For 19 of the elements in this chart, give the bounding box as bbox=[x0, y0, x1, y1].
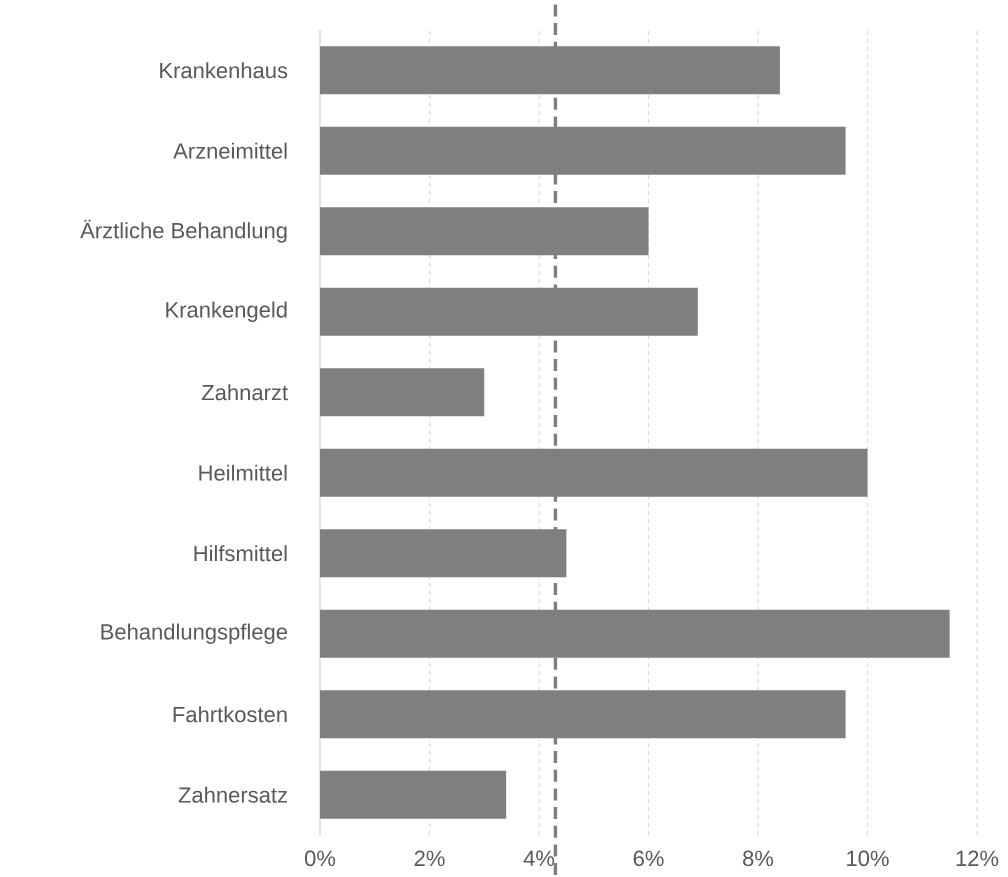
x-tick-label: 6% bbox=[633, 850, 664, 867]
x-tick-label: 10% bbox=[847, 850, 889, 867]
y-tick-label: Arzneimittel bbox=[173, 142, 287, 159]
x-tick-label: 8% bbox=[743, 850, 774, 867]
x-tick-label: 12% bbox=[956, 850, 999, 867]
x-tick-label: 0% bbox=[304, 850, 336, 867]
bar bbox=[320, 368, 485, 417]
y-tick-label: Zahnersatz bbox=[178, 786, 287, 803]
y-tick-label: Ärztliche Behandlung bbox=[80, 219, 287, 243]
bar bbox=[320, 770, 507, 819]
y-tick-label: Fahrtkosten bbox=[173, 706, 287, 723]
y-tick-label: Heilmittel bbox=[199, 464, 287, 481]
y-tick-label: Behandlungspflege bbox=[101, 623, 288, 644]
y-tick-label: Hilfsmittel bbox=[194, 545, 287, 562]
x-tick-label: 2% bbox=[414, 850, 445, 867]
y-tick-label: Krankengeld bbox=[166, 301, 287, 322]
y-tick-label: Zahnarzt bbox=[201, 384, 288, 401]
y-tick-label: Krankenhaus bbox=[160, 62, 288, 79]
x-tick-label: 4% bbox=[523, 850, 555, 866]
